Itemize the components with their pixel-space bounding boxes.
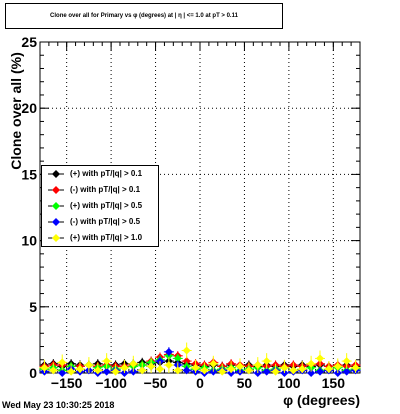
x-tick-label: −100 [95, 375, 127, 391]
data-point [289, 366, 298, 375]
legend-entry: (+) with pT/|q| > 0.5 [42, 198, 160, 214]
data-point [333, 362, 342, 371]
data-point [253, 361, 262, 370]
x-tick-label: 100 [277, 375, 301, 391]
y-axis-label: Clone over all (%) [8, 52, 24, 170]
legend-marker-icon [48, 186, 64, 194]
data-point [164, 347, 173, 356]
y-tick-label: 25 [21, 34, 37, 50]
data-point [280, 363, 289, 372]
data-point [298, 365, 307, 374]
grid-lines [40, 42, 360, 373]
x-tick-label: −50 [144, 375, 168, 391]
data-point [236, 362, 244, 371]
x-tick-label: 50 [237, 375, 253, 391]
tick-labels: −150 −100 −50 0 50 100 150 0 5 10 15 20 25 [21, 34, 345, 391]
data-point [173, 354, 182, 363]
legend-label: (+) with pT/|q| > 0.1 [70, 169, 143, 178]
y-tick-label: 20 [21, 100, 37, 116]
legend-marker-icon [48, 218, 64, 226]
data-point [156, 365, 164, 374]
data-point [102, 357, 111, 366]
data-point [76, 365, 84, 374]
x-tick-label: 0 [196, 375, 204, 391]
data-point [271, 367, 280, 376]
data-point [244, 366, 253, 375]
data-point [324, 365, 333, 374]
y-tick-label: 10 [21, 233, 37, 249]
data-point [182, 357, 191, 366]
data-point [129, 359, 138, 368]
data-point [138, 366, 147, 375]
y-tick-label: 0 [29, 365, 37, 381]
legend-entry: (+) with pT/|q| > 0.1 [42, 166, 160, 182]
x-tick-label: −150 [51, 375, 83, 391]
y-tick-label: 5 [29, 299, 37, 315]
legend-label: (-) with pT/|q| > 0.5 [70, 217, 141, 226]
legend-label: (+) with pT/|q| > 0.5 [70, 201, 143, 210]
data-point [316, 367, 324, 376]
data-point [173, 366, 182, 375]
legend-label: (+) with pT/|q| > 1.0 [70, 233, 143, 242]
data-point [93, 366, 102, 375]
data-point [120, 363, 129, 372]
data-point [342, 357, 351, 366]
data-point [191, 363, 200, 372]
data-point [58, 369, 67, 377]
legend-marker-icon [48, 202, 64, 210]
legend-marker-icon [48, 170, 64, 178]
legend-marker-icon [48, 234, 64, 242]
data-point [209, 359, 218, 368]
legend: (+) with pT/|q| > 0.1 (-) with pT/|q| > … [41, 165, 159, 247]
x-axis-label: φ (degrees) [283, 392, 360, 408]
data-point [351, 363, 360, 372]
data-point [316, 354, 324, 363]
timestamp: Wed May 23 10:30:25 2018 [2, 400, 115, 410]
data-point [164, 361, 173, 370]
y-tick-label: 15 [21, 166, 37, 182]
data-point [147, 362, 156, 371]
data-point [200, 366, 209, 375]
data-marks [39, 342, 361, 377]
data-point [262, 357, 271, 366]
data-point [67, 367, 76, 376]
data-point [58, 358, 67, 367]
data-point [342, 367, 351, 376]
data-point [84, 361, 93, 370]
data-point [40, 363, 49, 372]
x-tick-label: 150 [322, 375, 346, 391]
legend-entry: (+) with pT/|q| > 1.0 [42, 230, 160, 246]
data-point [307, 369, 316, 377]
chart-title: Clone over all for Primary vs φ (degrees… [5, 3, 283, 29]
data-point [111, 367, 120, 376]
legend-entry: (-) with pT/|q| > 0.5 [42, 214, 160, 230]
data-point [307, 359, 316, 368]
data-point [49, 366, 58, 375]
legend-entry: (-) with pT/|q| > 0.1 [42, 182, 160, 198]
data-point [102, 367, 111, 376]
data-point [227, 365, 236, 374]
data-point [182, 346, 191, 355]
legend-label: (-) with pT/|q| > 0.1 [70, 185, 141, 194]
data-point [262, 367, 271, 376]
data-point [218, 367, 227, 376]
data-point [182, 366, 191, 375]
